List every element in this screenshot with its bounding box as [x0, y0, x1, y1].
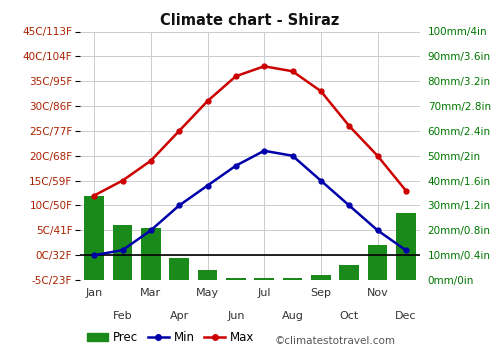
Bar — [396, 213, 416, 280]
Bar — [198, 270, 218, 280]
Text: Apr: Apr — [170, 310, 189, 321]
Bar — [112, 225, 132, 280]
Bar — [311, 275, 331, 280]
Bar — [254, 278, 274, 280]
Bar — [339, 265, 359, 280]
Legend: Prec, Min, Max: Prec, Min, Max — [82, 326, 260, 349]
Bar — [368, 245, 388, 280]
Title: Climate chart - Shiraz: Climate chart - Shiraz — [160, 13, 340, 28]
Bar — [226, 278, 246, 280]
Text: Feb: Feb — [112, 310, 132, 321]
Bar — [169, 258, 189, 280]
Text: Jun: Jun — [227, 310, 244, 321]
Bar — [84, 196, 104, 280]
Bar — [141, 228, 161, 280]
Text: Aug: Aug — [282, 310, 304, 321]
Text: Oct: Oct — [340, 310, 359, 321]
Text: ©climatestotravel.com: ©climatestotravel.com — [275, 336, 396, 346]
Bar — [282, 278, 302, 280]
Text: Dec: Dec — [395, 310, 416, 321]
